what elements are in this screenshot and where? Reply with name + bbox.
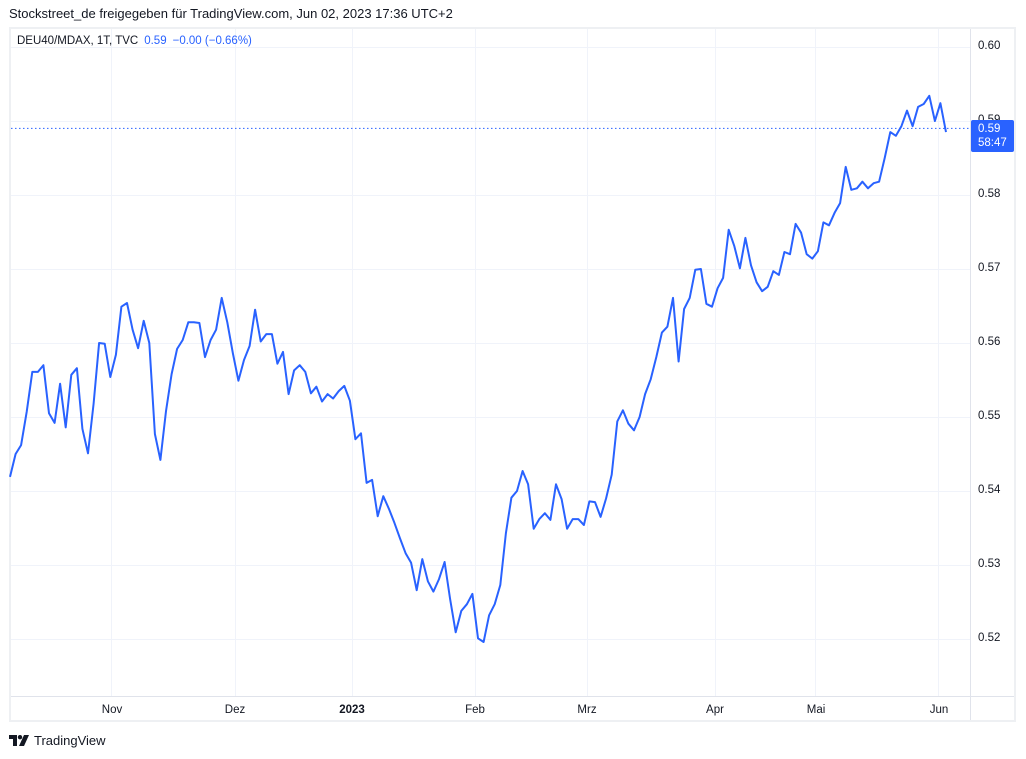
symbol-legend[interactable]: DEU40/MDAX, 1T, TVC 0.59 −0.00 (−0.66%) [17,35,252,47]
price-label: 0.53 [978,558,1001,570]
time-label: Mrz [577,704,597,716]
time-label: Apr [706,704,724,716]
tradingview-brand: TradingView [34,733,106,748]
time-label: Mai [806,704,826,716]
price-label: 0.54 [978,484,1001,496]
time-label: Jun [929,704,949,716]
price-label: 0.56 [978,336,1001,348]
time-label: Dez [224,704,246,716]
last-price-tag: 0.59 58:47 [971,120,1014,152]
price-label: 0.57 [978,262,1001,274]
attribution-header: Stockstreet_de freigegeben für TradingVi… [9,6,453,21]
tradingview-logo-icon [9,734,29,747]
price-label: 0.58 [978,188,1001,200]
time-label: Nov [101,704,123,716]
price-label: 0.55 [978,410,1001,422]
time-label-year: 2023 [339,704,365,716]
price-label: 0.60 [978,40,1001,52]
time-label: Feb [465,704,485,716]
price-line-series [9,94,947,643]
last-value: 0.59 [144,35,167,47]
bar-countdown: 58:47 [978,137,1007,149]
symbol-label: DEU40/MDAX, 1T, TVC [17,35,139,47]
grid-lines [11,29,970,696]
chart-frame [9,27,1016,722]
tradingview-footer[interactable]: TradingView [9,733,106,748]
last-price-value: 0.59 [978,123,1001,135]
change-value: −0.00 (−0.66%) [172,35,252,47]
price-label: 0.52 [978,632,1001,644]
